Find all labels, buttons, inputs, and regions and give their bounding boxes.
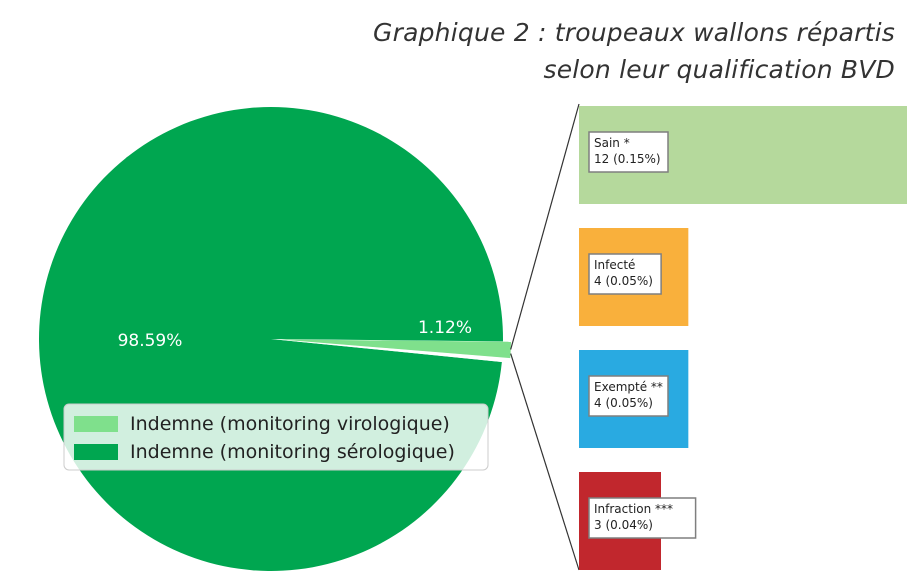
bar-sain-group: Sain * 12 (0.15%) — [579, 106, 907, 204]
legend-box — [63, 403, 489, 471]
chart-title-line-1: Graphique 2 : troupeaux wallons répartis — [373, 18, 895, 47]
connector-lines — [510, 103, 580, 571]
bar-infecte-category-label: Infecté — [594, 258, 635, 272]
bar-exempte-category-label: Exempté ** — [594, 380, 663, 394]
bar-infecte-group: Infecté 4 (0.05%) — [579, 228, 689, 326]
bar-infraction-label-box — [588, 497, 697, 539]
bar-exempte-group: Exempté ** 4 (0.05%) — [579, 350, 689, 448]
pie-label-virologique: 1.12% — [418, 318, 472, 338]
connector-line-top — [510, 103, 580, 350]
pie-slice-virologique — [278, 339, 511, 359]
bar-infraction-value-label: 3 (0.04%) — [594, 518, 653, 532]
bar-sain-label-box — [588, 131, 669, 173]
bar-exempte-label-box — [588, 375, 669, 417]
bar-exempte-value-label: 4 (0.05%) — [594, 396, 653, 410]
bar-infraction-category-label: Infraction *** — [594, 502, 673, 516]
bar-infraction-group: Infraction *** 3 (0.04%) — [579, 472, 697, 570]
legend-label-indemne-monitoring-serologique: Indemne (monitoring sérologique) — [130, 441, 455, 463]
legend-swatch-indemne-monitoring-virologique — [74, 416, 118, 432]
pie-slice-virologique-group — [278, 339, 511, 359]
chart-title-line-2: selon leur qualification BVD — [543, 55, 895, 84]
legend-label-indemne-monitoring-virologique: Indemne (monitoring virologique) — [130, 413, 450, 435]
pie-chart: 1.12% 98.59% — [38, 107, 511, 572]
bar-sain-category-label: Sain * — [594, 136, 630, 150]
bar-sain-value-label: 12 (0.15%) — [594, 152, 661, 166]
legend-swatch-indemne-monitoring-serologique — [74, 444, 118, 460]
bar-infecte-label-box — [588, 253, 662, 295]
pie-legend: Indemne (monitoring virologique) Indemne … — [63, 403, 489, 471]
bar-infecte-value-label: 4 (0.05%) — [594, 274, 653, 288]
pie-slice-serologique — [38, 107, 503, 572]
pie-slice-gap — [271, 339, 503, 362]
chart-title: Graphique 2 : troupeaux wallons répartis… — [335, 14, 895, 88]
pie-label-serologique: 98.59% — [118, 331, 183, 351]
connector-line-bottom — [510, 353, 580, 571]
